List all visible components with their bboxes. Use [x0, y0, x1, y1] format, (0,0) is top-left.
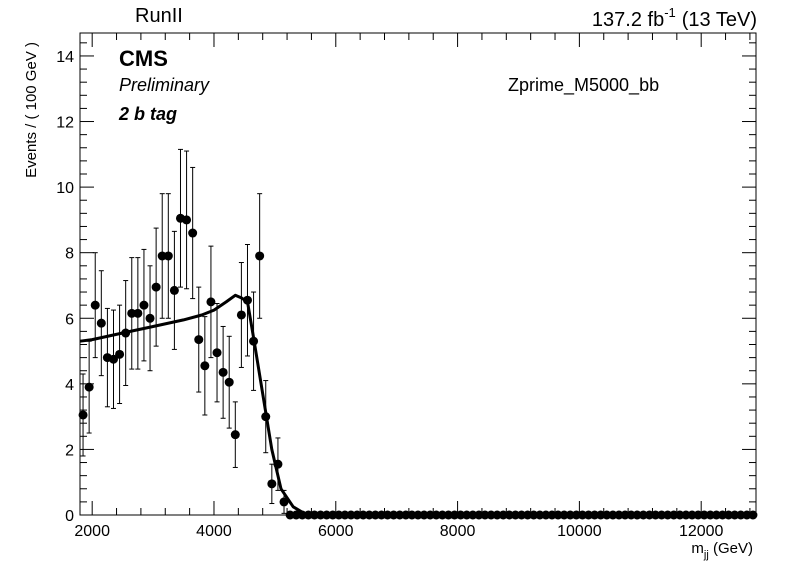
y-tick-label: 10: [56, 180, 74, 197]
y-tick-label: 2: [65, 442, 74, 459]
lumi-energy: (13 TeV): [682, 9, 757, 31]
data-point: [78, 410, 88, 420]
lumi-exponent: -1: [664, 5, 676, 20]
data-point: [273, 459, 283, 469]
x-axis-label-main: m: [691, 540, 704, 557]
data-point: [194, 335, 204, 345]
data-point: [224, 377, 234, 387]
data-point: [151, 282, 161, 292]
x-tick-label: 10000: [557, 523, 602, 540]
data-point: [115, 349, 125, 359]
data-points-layer: [78, 148, 758, 520]
fit-curve-layer: [79, 293, 756, 517]
y-axis-ticks: 0 2 4 6 8 10 12 14: [56, 42, 756, 525]
data-point: [261, 412, 271, 422]
data-point: [84, 382, 94, 392]
data-point: [121, 328, 131, 338]
x-tick-label: 2000: [74, 523, 110, 540]
x-tick-label: 4000: [196, 523, 232, 540]
data-point: [242, 295, 252, 305]
data-point: [163, 251, 173, 261]
y-tick-label: 4: [65, 377, 74, 394]
data-point: [267, 479, 277, 489]
data-point: [96, 318, 106, 328]
data-point: [169, 285, 179, 295]
data-point: [212, 348, 222, 358]
data-point: [236, 310, 246, 320]
lumi-value: 137.2 fb: [592, 9, 664, 31]
x-axis-label-sub: jj: [703, 549, 709, 561]
data-point-zero: [748, 510, 758, 520]
y-axis-label: Events / ( 100 GeV ): [23, 42, 40, 178]
y-tick-label: 12: [56, 115, 74, 132]
data-point: [255, 251, 265, 261]
data-point: [249, 336, 259, 346]
data-point: [139, 300, 149, 310]
data-point: [145, 313, 155, 323]
data-point: [279, 497, 289, 507]
x-tick-label: 6000: [318, 523, 354, 540]
data-point: [218, 367, 228, 377]
data-point: [188, 228, 198, 238]
data-point: [200, 361, 210, 371]
luminosity-label: 137.2 fb-1 (13 TeV): [592, 5, 757, 31]
x-axis-ticks: 2000 4000 6000 8000 10000 12000: [74, 33, 751, 540]
x-axis-label-unit: (GeV): [709, 540, 753, 557]
y-tick-label: 14: [56, 49, 74, 66]
y-tick-label: 8: [65, 246, 74, 263]
data-point: [206, 297, 216, 307]
run-label: RunII: [135, 5, 183, 27]
plot-frame: [79, 32, 757, 516]
fit-curve: [79, 293, 756, 517]
data-point: [182, 215, 192, 225]
y-tick-label: 0: [65, 508, 74, 525]
data-point: [90, 300, 100, 310]
data-point: [108, 354, 118, 364]
x-axis-label: mjj (GeV): [691, 540, 753, 561]
x-tick-label: 12000: [679, 523, 724, 540]
data-point: [133, 308, 143, 318]
status-label: Preliminary: [119, 75, 210, 95]
sample-label: Zprime_M5000_bb: [508, 75, 659, 96]
data-point: [230, 430, 240, 440]
y-tick-label: 6: [65, 311, 74, 328]
experiment-label: CMS: [119, 46, 168, 71]
category-label: 2 b tag: [118, 104, 177, 124]
x-tick-label: 8000: [440, 523, 476, 540]
